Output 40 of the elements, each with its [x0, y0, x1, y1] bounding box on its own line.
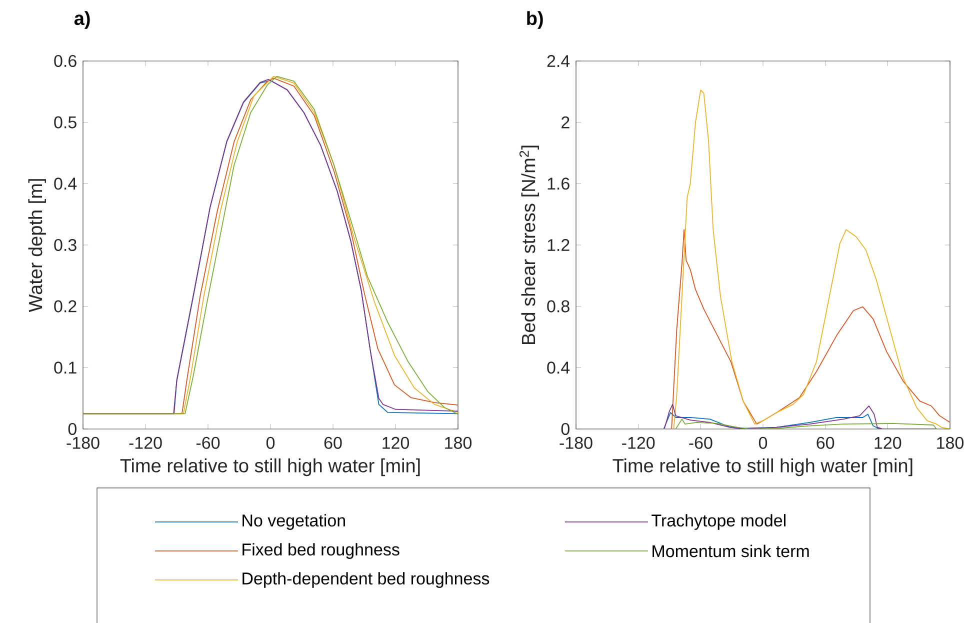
y-axis-title: Bed shear stress [N/m$^{2}$] [519, 146, 539, 344]
x-axis-title: Time relative to still high water [min] [612, 458, 912, 476]
y-tick-label: 0.4 [54, 178, 77, 190]
x-tick-label: -120 [129, 436, 162, 449]
legend-label: Momentum sink term [652, 544, 809, 558]
x-tick-label: 180 [445, 436, 472, 449]
y-tick-label: 1.6 [548, 178, 570, 190]
x-tick-label: -60 [196, 436, 220, 449]
legend-label: Fixed bed roughness [242, 543, 400, 559]
x-tick-label: 0 [758, 436, 768, 449]
x-axis-title: Time relative to still high water [min] [120, 458, 420, 476]
y-tick-label: 0.5 [54, 116, 76, 128]
y-tick-label: 0.8 [547, 300, 570, 312]
chart-title: a) [74, 11, 90, 29]
y-tick-label: 0.2 [54, 300, 76, 312]
x-tick-label: 120 [874, 436, 902, 449]
x-tick-label: -120 [622, 436, 655, 449]
x-tick-label: -60 [689, 436, 712, 449]
legend-label: Trachytope model [652, 514, 786, 530]
y-tick-label: 0.6 [54, 54, 76, 68]
y-tick-label: 2.4 [547, 55, 570, 67]
chart-title: b) [527, 11, 543, 29]
legend-label: No vegetation [242, 514, 345, 530]
x-tick-label: -180 [66, 436, 100, 449]
y-tick-label: 0.3 [54, 238, 76, 252]
y-tick-label: 1.2 [548, 239, 570, 251]
x-tick-label: 60 [816, 436, 834, 449]
y-tick-label: 0.4 [547, 362, 570, 374]
y-tick-label: 2 [562, 116, 570, 128]
y-axis-title: Water depth [m] [28, 179, 46, 312]
y-tick-label: 0 [68, 422, 76, 436]
x-tick-label: 0 [266, 436, 275, 449]
line-series [576, 418, 950, 429]
x-tick-label: 120 [382, 436, 410, 449]
x-tick-label: 180 [937, 436, 964, 449]
x-tick-label: 60 [324, 436, 342, 449]
legend-label: Depth-dependent bed roughness [242, 572, 490, 588]
x-tick-label: -180 [560, 436, 592, 449]
y-tick-label: 0 [561, 422, 570, 436]
y-tick-label: 0.1 [54, 362, 76, 374]
